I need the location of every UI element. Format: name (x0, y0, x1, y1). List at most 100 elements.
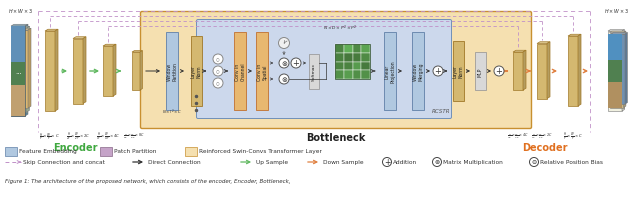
Text: ⊖: ⊖ (531, 160, 536, 165)
Bar (361, 53, 370, 62)
Text: Feature Embedding: Feature Embedding (19, 149, 77, 154)
Text: Down Sample: Down Sample (323, 160, 364, 165)
Text: ...: ... (15, 69, 22, 75)
Polygon shape (13, 27, 29, 29)
Text: Relative Position Bias: Relative Position Bias (540, 160, 603, 165)
Bar (361, 45, 370, 53)
Circle shape (213, 79, 223, 89)
Polygon shape (132, 51, 143, 53)
Bar (384, 33, 396, 110)
Polygon shape (622, 30, 625, 111)
Text: Layer
Norm: Layer Norm (452, 65, 463, 78)
Bar (11, 63, 25, 85)
Text: $\frac{H}{4P}\times\frac{W}{4P}\times 4C$: $\frac{H}{4P}\times\frac{W}{4P}\times 4C… (96, 131, 120, 143)
Text: Up Sample: Up Sample (256, 160, 288, 165)
Text: Addition: Addition (393, 160, 417, 165)
Polygon shape (611, 33, 627, 35)
Polygon shape (103, 47, 113, 96)
Bar (234, 33, 246, 110)
Text: Window
Merging: Window Merging (413, 62, 424, 81)
Bar (412, 33, 424, 110)
Circle shape (279, 75, 289, 85)
Text: ○: ○ (216, 82, 220, 86)
Text: ⊗: ⊗ (281, 77, 287, 83)
Text: $\frac{H}{2P}\times\frac{W}{2P}\times 2C$: $\frac{H}{2P}\times\frac{W}{2P}\times 2C… (66, 131, 90, 143)
Polygon shape (568, 35, 581, 37)
Polygon shape (140, 51, 143, 91)
Text: Softmax: Softmax (312, 63, 316, 81)
Polygon shape (13, 29, 26, 112)
Polygon shape (113, 45, 116, 96)
Text: Matrix Multiplication: Matrix Multiplication (443, 160, 503, 165)
Polygon shape (513, 53, 523, 91)
Circle shape (278, 38, 289, 49)
Bar (335, 71, 344, 80)
Circle shape (213, 67, 223, 77)
Text: Reinforced Swin-Convs Transformer Layer: Reinforced Swin-Convs Transformer Layer (199, 149, 322, 154)
Text: +: + (384, 158, 390, 167)
Polygon shape (625, 33, 627, 104)
Circle shape (494, 67, 504, 77)
Polygon shape (537, 44, 547, 99)
Text: $\frac{H}{P}\times\frac{W}{P}\times C$: $\frac{H}{P}\times\frac{W}{P}\times C$ (40, 131, 61, 143)
Text: ⊗: ⊗ (435, 160, 440, 165)
Text: Conv in
Channel: Conv in Channel (235, 62, 245, 81)
Bar (608, 35, 622, 61)
Polygon shape (132, 53, 140, 91)
Polygon shape (578, 35, 581, 106)
Polygon shape (513, 51, 526, 53)
Bar (344, 62, 353, 71)
Bar (256, 33, 268, 110)
Text: $H\times W\times3$: $H\times W\times3$ (604, 7, 630, 15)
Polygon shape (103, 45, 116, 47)
Bar (353, 71, 361, 80)
Polygon shape (537, 43, 550, 44)
Polygon shape (609, 33, 623, 108)
Text: Encoder: Encoder (52, 142, 97, 152)
Text: ○: ○ (216, 58, 220, 62)
Bar (185, 147, 197, 156)
Text: Layer
Norm: Layer Norm (191, 65, 202, 78)
Text: RCSTR: RCSTR (431, 109, 450, 113)
Bar (166, 33, 178, 110)
Bar (11, 85, 25, 116)
FancyBboxPatch shape (196, 20, 451, 119)
Bar (361, 62, 370, 71)
Text: Decoder: Decoder (522, 142, 568, 152)
Text: $N\times D\times P^2\times P^2$: $N\times D\times P^2\times P^2$ (323, 24, 357, 33)
Circle shape (433, 158, 442, 167)
Polygon shape (623, 32, 626, 108)
Polygon shape (14, 31, 28, 109)
Bar (452, 42, 463, 102)
Polygon shape (55, 30, 58, 111)
Bar (608, 83, 622, 109)
Bar (353, 53, 361, 62)
Bar (191, 37, 202, 106)
Polygon shape (523, 51, 526, 91)
Text: $H\times W\times3$: $H\times W\times3$ (8, 7, 33, 15)
Bar (353, 45, 361, 53)
Bar (344, 45, 353, 53)
Bar (608, 61, 622, 83)
Text: Direct Connection: Direct Connection (148, 160, 200, 165)
Polygon shape (28, 29, 31, 109)
Circle shape (213, 55, 223, 65)
Text: ○: ○ (216, 70, 220, 74)
Polygon shape (547, 43, 550, 99)
Polygon shape (45, 30, 58, 32)
Text: Linear
Projection: Linear Projection (385, 60, 396, 83)
Polygon shape (11, 27, 25, 116)
Bar (100, 147, 112, 156)
Bar (361, 71, 370, 80)
Polygon shape (568, 37, 578, 106)
Text: Conv in
Spatial: Conv in Spatial (257, 63, 268, 80)
Polygon shape (73, 38, 86, 39)
Bar (335, 53, 344, 62)
Bar (11, 27, 25, 116)
Polygon shape (608, 30, 625, 32)
Polygon shape (73, 39, 83, 104)
Circle shape (433, 67, 443, 77)
Text: $\frac{H}{P}\times\frac{W}{P}\times C$: $\frac{H}{P}\times\frac{W}{P}\times C$ (563, 131, 583, 143)
Polygon shape (608, 32, 622, 111)
Bar (344, 71, 353, 80)
